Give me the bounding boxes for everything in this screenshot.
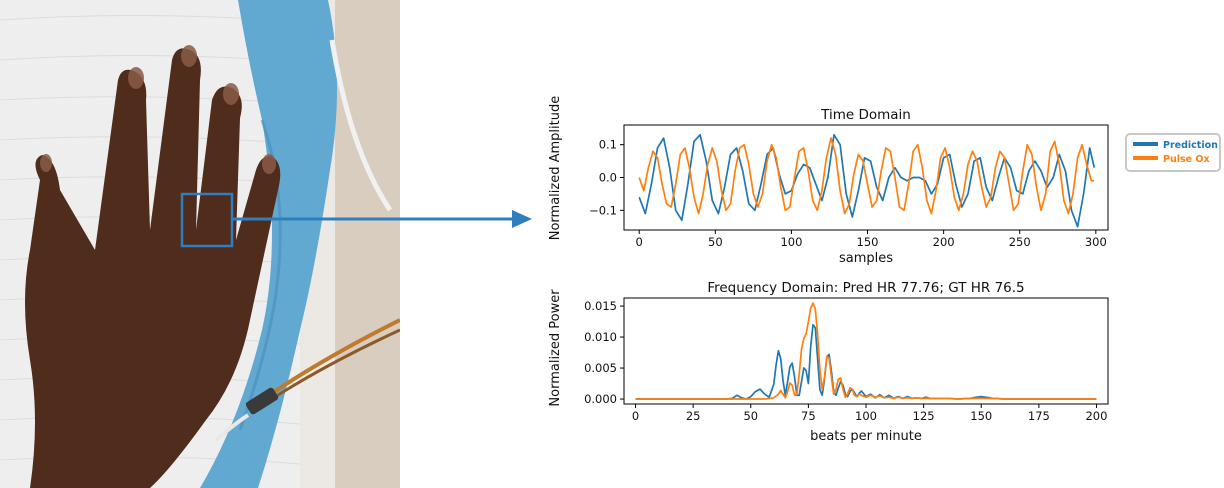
- time-y-tick-label: 0.0: [599, 171, 617, 185]
- freq-series-pulse-ox: [635, 302, 1097, 400]
- time-plot-area: [638, 133, 1096, 228]
- freq-x-tick-label: 0: [632, 409, 639, 423]
- freq-x-tick-label: 125: [913, 409, 935, 423]
- time-x-axis-label: samples: [839, 251, 893, 266]
- freq-chart-title: Frequency Domain: Pred HR 77.76; GT HR 7…: [707, 280, 1024, 296]
- blue-drape: [200, 0, 338, 488]
- legend-label-pulse-ox: Pulse Ox: [1163, 154, 1210, 165]
- hand: [25, 48, 281, 488]
- time-y-axis-label: Normalized Amplitude: [548, 96, 563, 240]
- freq-x-ticks: 0 25 50 75 100 125 150 175 200: [632, 404, 1107, 423]
- freq-series-prediction: [635, 323, 1097, 400]
- time-domain-chart: Time Domain samples Normalized Amplitude…: [548, 96, 1109, 266]
- time-x-tick-label: 50: [708, 235, 723, 249]
- freq-x-tick-label: 175: [1028, 409, 1050, 423]
- freq-x-axis-label: beats per minute: [810, 429, 922, 444]
- freq-y-tick-label: 0.015: [584, 299, 617, 313]
- freq-y-ticks: 0.000 0.005 0.010 0.015: [584, 299, 624, 406]
- freq-axes-frame: [623, 297, 1109, 405]
- frequency-domain-chart: Frequency Domain: Pred HR 77.76; GT HR 7…: [548, 280, 1109, 444]
- tabletop: [335, 0, 400, 488]
- time-x-ticks: 0 50 100 150 200 250 300: [636, 230, 1107, 249]
- time-series-pulse-ox: [638, 137, 1095, 215]
- freq-x-tick-label: 200: [1085, 409, 1107, 423]
- freq-plot-area: [635, 302, 1097, 400]
- connector-arrow-head: [512, 210, 532, 228]
- time-y-ticks: −0.1 0.0 0.1: [589, 138, 624, 217]
- freq-y-tick-label: 0.005: [584, 361, 617, 375]
- freq-y-axis-label: Normalized Power: [548, 289, 563, 407]
- white-cable: [329, 39, 393, 212]
- sensor-connector: [245, 387, 279, 415]
- time-y-tick-label: −0.1: [589, 203, 617, 217]
- sensor-wire-brown: [263, 328, 400, 406]
- freq-x-tick-label: 100: [855, 409, 877, 423]
- time-x-tick-label: 200: [933, 235, 955, 249]
- freq-x-tick-label: 150: [970, 409, 992, 423]
- sensor-wire-orange: [260, 318, 400, 402]
- time-x-tick-label: 0: [636, 235, 643, 249]
- sensor-tip: [214, 413, 250, 442]
- time-x-tick-label: 100: [780, 235, 802, 249]
- time-y-tick-label: 0.1: [599, 138, 617, 152]
- freq-y-tick-label: 0.010: [584, 330, 617, 344]
- fingernails: [40, 45, 276, 174]
- hand-photo: [0, 0, 400, 488]
- time-x-tick-label: 300: [1085, 235, 1107, 249]
- time-x-tick-label: 150: [857, 235, 879, 249]
- time-x-tick-label: 250: [1009, 235, 1031, 249]
- legend-label-prediction: Prediction: [1163, 140, 1218, 151]
- freq-x-tick-label: 25: [686, 409, 701, 423]
- time-chart-title: Time Domain: [820, 107, 911, 123]
- freq-y-tick-label: 0.000: [584, 392, 617, 406]
- legend: Prediction Pulse Ox: [1125, 133, 1221, 172]
- freq-x-tick-label: 50: [743, 409, 758, 423]
- freq-x-tick-label: 75: [801, 409, 816, 423]
